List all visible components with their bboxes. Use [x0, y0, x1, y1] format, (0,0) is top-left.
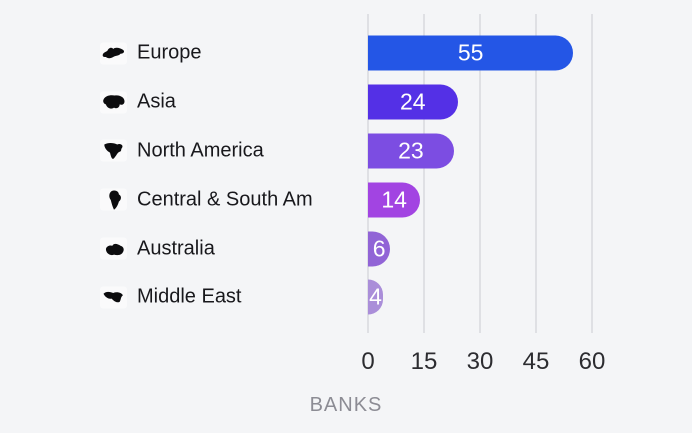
asia-icon [100, 91, 127, 114]
category-label: North America [100, 139, 264, 162]
australia-icon [100, 237, 127, 260]
chart-row: Middle East 4 [0, 273, 692, 322]
x-tick-60: 60 [578, 348, 606, 375]
bar-central-south-am: 14 [368, 182, 421, 218]
north-america-icon [100, 139, 127, 162]
bar-north-america: 23 [368, 133, 454, 169]
bar-value-label: 6 [372, 235, 386, 262]
category-label: Central & South Am [100, 188, 313, 211]
category-text: Australia [137, 237, 215, 260]
category-label: Europe [100, 42, 202, 65]
middle-east-icon [100, 286, 127, 309]
bar-value-label: 23 [398, 137, 424, 164]
category-text: Central & South Am [137, 188, 313, 211]
bar-value-label: 4 [369, 283, 382, 310]
europe-icon [100, 42, 127, 65]
category-label: Australia [100, 237, 215, 260]
chart-row: Asia 24 [0, 78, 692, 127]
chart-rows: Europe 55 Asia 24 North America 23 Central & S… [0, 29, 692, 322]
gridline-0 [367, 14, 369, 333]
gridline-60 [591, 14, 593, 333]
x-axis-title: BANKS [309, 394, 383, 416]
bar-middle-east: 4 [368, 279, 383, 315]
gridline-45 [535, 14, 537, 333]
category-label: Middle East [100, 286, 242, 309]
bar-europe: 55 [368, 35, 574, 71]
category-text: North America [137, 139, 264, 162]
bar-asia: 24 [368, 84, 458, 120]
chart-row: North America 23 [0, 127, 692, 176]
gridline-30 [479, 14, 481, 333]
bar-value-label: 55 [457, 39, 484, 66]
x-axis: 0 15 30 45 60 [0, 348, 692, 378]
category-text: Asia [137, 90, 176, 113]
central-south-america-icon [100, 188, 127, 211]
gridline-15 [423, 14, 425, 333]
category-text: Middle East [137, 285, 242, 308]
bar-australia: 6 [368, 231, 391, 267]
category-text: Europe [137, 41, 202, 64]
bar-value-label: 14 [381, 186, 407, 213]
bar-value-label: 24 [400, 88, 426, 115]
chart-row: Central & South Am 14 [0, 175, 692, 224]
chart-row: Australia 6 [0, 224, 692, 273]
x-tick-15: 15 [410, 348, 438, 375]
x-tick-30: 30 [466, 348, 494, 375]
category-label: Asia [100, 91, 176, 114]
x-tick-0: 0 [361, 348, 375, 375]
chart-row: Europe 55 [0, 29, 692, 78]
x-tick-45: 45 [522, 348, 550, 375]
